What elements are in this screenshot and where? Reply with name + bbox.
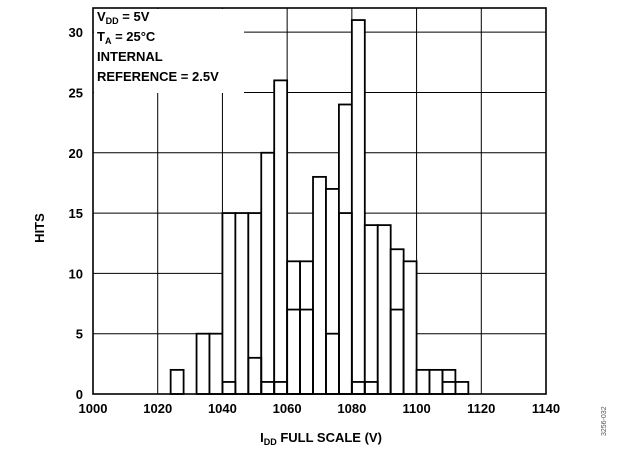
- histogram-bar: [234, 212, 250, 395]
- histogram-bar: [415, 368, 431, 395]
- histogram-bar: [441, 381, 457, 395]
- x-tick-label: 1060: [273, 401, 302, 416]
- histogram-bar: [169, 368, 185, 395]
- conditions-note-line: VDD = 5V: [97, 9, 150, 26]
- histogram-bar: [428, 368, 444, 395]
- histogram-bar: [260, 151, 276, 395]
- x-tick-label: 1140: [532, 401, 560, 416]
- histogram-bar: [208, 332, 224, 395]
- histogram-bar: [376, 224, 392, 395]
- x-tick-label: 1100: [402, 401, 430, 416]
- plot-frame: [92, 7, 547, 395]
- figure-id: 3256-032: [601, 406, 608, 436]
- histogram-bar: [299, 260, 314, 395]
- x-tick-label: 1080: [337, 401, 366, 416]
- x-axis-label: IDD FULL SCALE (V): [260, 430, 382, 447]
- y-tick-label: 25: [69, 85, 83, 100]
- conditions-note-line: REFERENCE = 2.5V: [97, 69, 219, 84]
- y-axis-label: HITS: [32, 213, 47, 243]
- x-tick-label: 1040: [208, 401, 237, 416]
- y-tick-label: 10: [69, 266, 83, 281]
- histogram-bar: [247, 212, 263, 395]
- x-tick-label: 1000: [79, 401, 108, 416]
- y-tick-label: 5: [76, 327, 83, 342]
- histogram-bar: [312, 175, 327, 395]
- histogram-bar: [363, 224, 379, 395]
- conditions-note-background: [94, 9, 244, 93]
- x-tick-label: 1120: [467, 401, 495, 416]
- y-tick-label: 20: [69, 146, 83, 161]
- histogram-bar: [273, 79, 289, 395]
- histogram-bar: [338, 103, 353, 395]
- tick-labels: 1000 1020 1040 1060 1080 1100 1120 1140 0 5 10 15 20…: [69, 25, 561, 416]
- y-tick-label: 30: [69, 25, 83, 40]
- histogram-bar: [454, 381, 470, 395]
- x-tick-label: 1020: [143, 401, 172, 416]
- conditions-note-line: TA = 25°C: [97, 29, 156, 46]
- histogram-bar: [325, 188, 340, 395]
- y-tick-label: 15: [69, 206, 83, 221]
- histogram-bar: [286, 260, 301, 395]
- histogram-bar: [221, 212, 237, 395]
- y-tick-label: 0: [76, 387, 83, 402]
- x-axis-label-subscript: DD: [264, 437, 277, 447]
- histogram-bar: [350, 19, 366, 395]
- histogram-bar: [389, 248, 405, 395]
- x-axis-label-rest: FULL SCALE (V): [277, 430, 382, 445]
- histogram-bar: [195, 332, 211, 395]
- conditions-note: VDD = 5V TA = 25°C INTERNAL REFERENCE = 2.5…: [94, 9, 244, 93]
- histogram-bar: [402, 260, 418, 395]
- conditions-note-line: INTERNAL: [97, 49, 163, 64]
- x-axis-label-main: I: [260, 430, 264, 445]
